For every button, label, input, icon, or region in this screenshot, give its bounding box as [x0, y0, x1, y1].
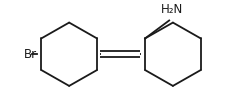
Text: Br: Br: [23, 48, 37, 61]
Text: H₂N: H₂N: [161, 3, 183, 16]
